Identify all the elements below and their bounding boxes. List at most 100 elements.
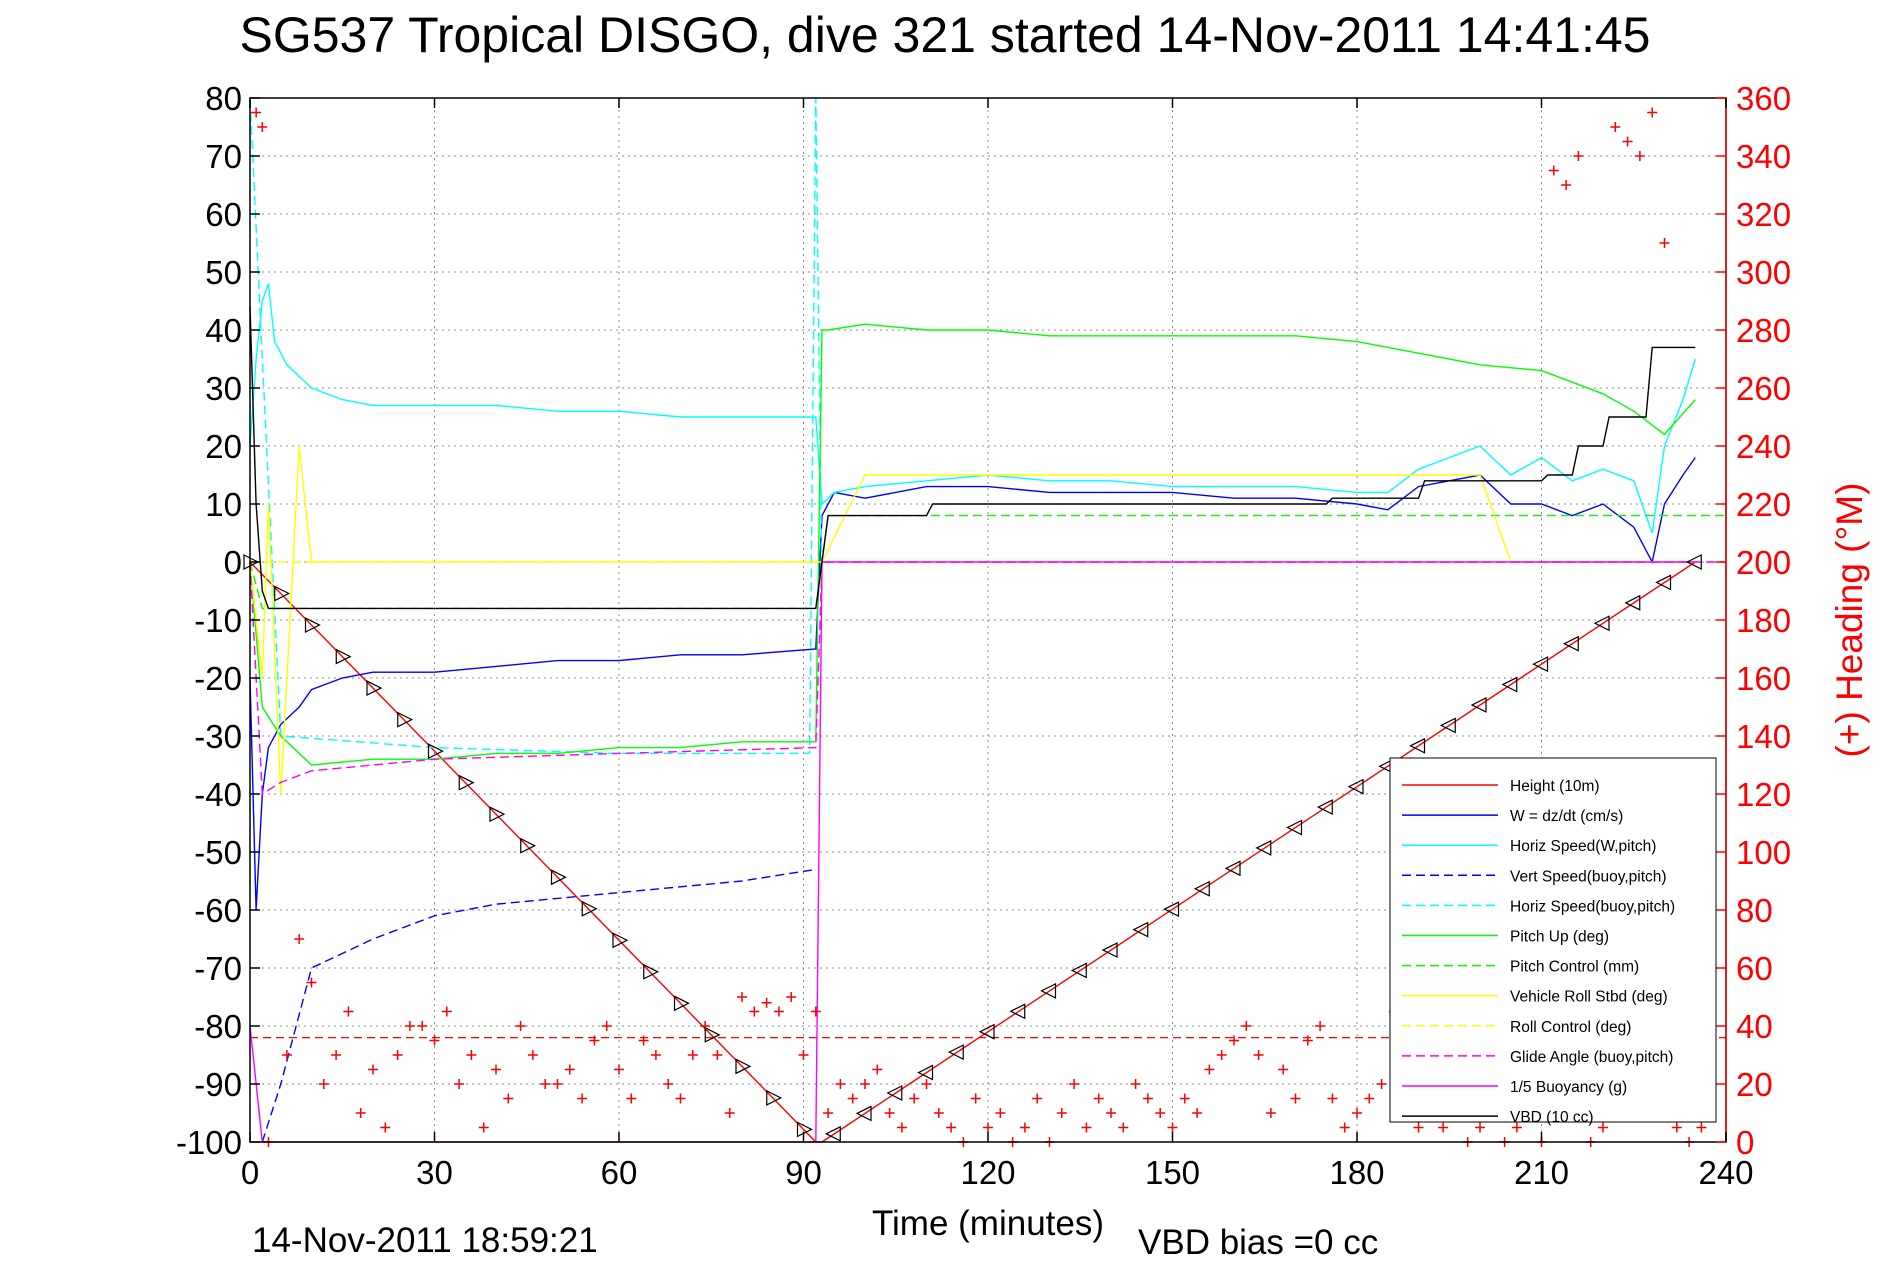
height-marker xyxy=(550,869,567,886)
heading-point xyxy=(1438,1122,1449,1133)
height-marker xyxy=(304,617,321,634)
y-left-tick-label: 0 xyxy=(224,544,242,581)
height-marker xyxy=(735,1058,752,1075)
heading-point xyxy=(404,1021,415,1031)
heading-point xyxy=(933,1108,944,1118)
heading-point xyxy=(1081,1122,1092,1133)
heading-point xyxy=(798,1050,809,1060)
heading-point xyxy=(589,1035,600,1046)
series-line-1 xyxy=(249,457,1696,911)
y-left-tick-label: 80 xyxy=(205,80,242,117)
height-marker xyxy=(1101,942,1118,958)
y-right-tick-label: 360 xyxy=(1736,80,1791,117)
y-left-tick-label: -60 xyxy=(194,892,242,929)
heading-point xyxy=(1130,1079,1141,1089)
y-right-tick-label: 340 xyxy=(1736,138,1791,175)
heading-point xyxy=(1610,122,1621,132)
heading-point xyxy=(1265,1108,1276,1118)
y-right-tick-label: 180 xyxy=(1736,602,1791,639)
heading-point xyxy=(663,1079,674,1089)
height-marker xyxy=(243,554,260,570)
y-left-tick-label: -80 xyxy=(194,1008,242,1045)
heading-point xyxy=(1598,1122,1608,1133)
heading-point xyxy=(1032,1093,1043,1104)
heading-point xyxy=(1315,1021,1326,1031)
x-tick-label: 90 xyxy=(785,1154,822,1191)
height-marker xyxy=(458,774,475,791)
height-marker xyxy=(824,1125,841,1142)
x-tick-label: 180 xyxy=(1329,1154,1384,1191)
heading-point xyxy=(540,1079,551,1089)
series-line-3 xyxy=(261,868,816,1143)
heading-point xyxy=(527,1050,538,1060)
height-marker xyxy=(643,963,660,980)
heading-point xyxy=(257,122,268,132)
height-marker xyxy=(366,680,383,697)
heading-point xyxy=(1155,1108,1166,1118)
height-marker xyxy=(1193,880,1210,897)
y-right-tick-label: 40 xyxy=(1736,1008,1773,1045)
y-right-tick-label: 280 xyxy=(1736,312,1791,349)
heading-point xyxy=(1106,1108,1116,1118)
axis-ticks: 0 30 60 90 120 150 180 210 24080706050403020100-… xyxy=(176,80,1791,1191)
y-right-tick-label: 240 xyxy=(1736,428,1791,465)
heading-point xyxy=(306,977,317,988)
y-left-tick-label: -90 xyxy=(194,1066,242,1103)
y-right-tick-label: 260 xyxy=(1736,370,1791,407)
y-left-tick-label: 70 xyxy=(205,138,242,175)
legend: Height (10m) W = dz/dt (cm/s) Horiz Speed(… xyxy=(1389,757,1717,1126)
heading-point xyxy=(983,1122,993,1133)
height-marker xyxy=(1409,737,1426,754)
heading-point xyxy=(1659,238,1670,248)
heading-point xyxy=(835,1079,846,1089)
heading-point xyxy=(564,1064,575,1075)
height-marker xyxy=(1163,901,1180,918)
heading-point xyxy=(601,1021,612,1031)
heading-point xyxy=(478,1122,489,1133)
heading-point xyxy=(712,1050,723,1060)
heading-point xyxy=(909,1093,920,1104)
heading-point xyxy=(294,934,305,944)
legend-label: 1/5 Buoyancy (g) xyxy=(1510,1079,1627,1096)
x-tick-label: 0 xyxy=(241,1154,259,1191)
heading-point xyxy=(1352,1108,1362,1118)
heading-point xyxy=(1511,1122,1522,1133)
legend-label: Vehicle Roll Stbd (deg) xyxy=(1510,989,1668,1006)
y-right-tick-label: 100 xyxy=(1736,834,1791,871)
heading-point xyxy=(392,1050,403,1060)
x-tick-label: 30 xyxy=(416,1154,453,1191)
legend-label: Glide Angle (buoy,pitch) xyxy=(1510,1049,1673,1066)
height-marker xyxy=(978,1023,995,1040)
heading-point xyxy=(1671,1122,1682,1133)
legend-box xyxy=(1389,757,1717,1123)
height-marker xyxy=(612,932,629,949)
heading-point xyxy=(355,1108,366,1118)
y-left-tick-label: 10 xyxy=(205,486,242,523)
height-marker xyxy=(1655,574,1672,591)
legend-label: Horiz Speed(buoy,pitch) xyxy=(1510,898,1675,915)
height-marker xyxy=(520,837,537,854)
heading-point xyxy=(896,1122,907,1133)
y-left-tick-label: 20 xyxy=(205,428,242,465)
heading-point xyxy=(995,1108,1006,1118)
heading-point xyxy=(1327,1093,1338,1104)
height-marker xyxy=(1501,676,1518,693)
legend-label: VBD (10 cc) xyxy=(1510,1109,1594,1126)
height-marker xyxy=(673,995,690,1012)
height-marker xyxy=(947,1044,964,1061)
height-marker xyxy=(1070,962,1087,979)
heading-point xyxy=(515,1021,526,1031)
y-left-tick-label: -50 xyxy=(194,834,242,871)
y-right-tick-label: 160 xyxy=(1736,660,1791,697)
height-marker xyxy=(1286,819,1303,836)
heading-point xyxy=(1634,151,1645,161)
heading-point xyxy=(251,107,262,118)
heading-point xyxy=(318,1079,329,1089)
heading-point xyxy=(441,1006,452,1017)
heading-point xyxy=(847,1093,858,1104)
heading-point xyxy=(503,1093,514,1104)
series-line-4 xyxy=(249,97,823,755)
heading-point xyxy=(1019,1122,1030,1133)
heading-point xyxy=(1647,107,1658,118)
